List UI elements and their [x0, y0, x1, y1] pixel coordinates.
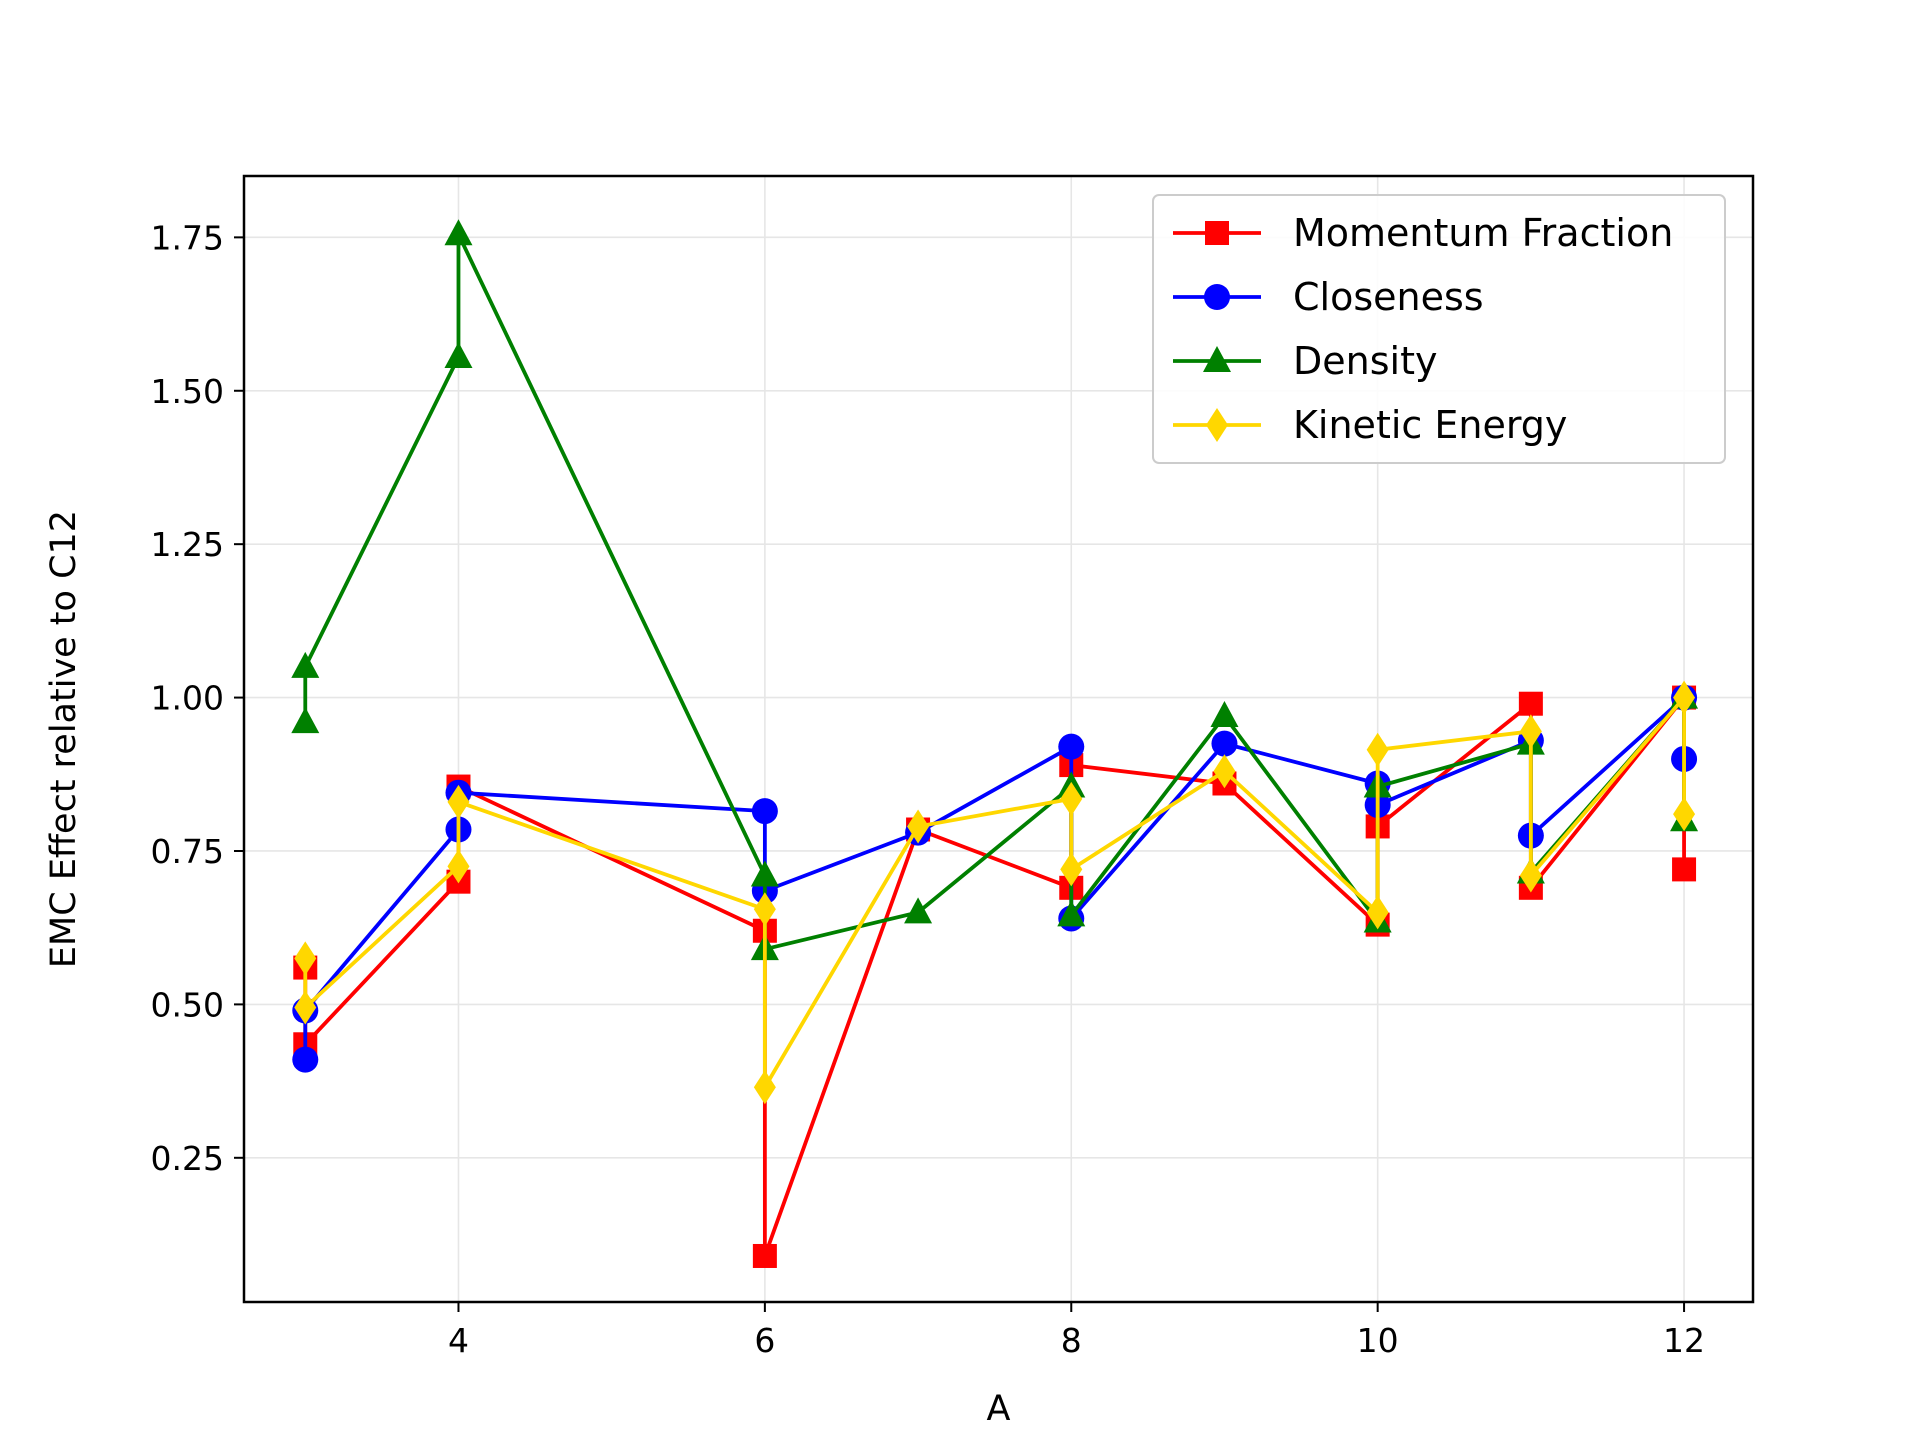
legend-item: Closeness: [1173, 275, 1484, 319]
closeness-point: [1058, 733, 1085, 760]
kinetic-energy-point: [294, 941, 317, 976]
legend-marker: [1206, 408, 1228, 442]
kinetic-energy-point: [447, 784, 470, 819]
x-tick-label: 10: [1357, 1321, 1399, 1360]
kinetic-energy-point: [1060, 781, 1083, 816]
density-point: [444, 219, 473, 246]
closeness-point: [1211, 730, 1238, 757]
series-momentum-fraction: [293, 685, 1697, 1268]
kinetic-energy-point: [447, 849, 470, 884]
kinetic-energy-point: [1673, 797, 1696, 832]
legend-item: Momentum Fraction: [1173, 211, 1673, 255]
momentum-fraction-point: [1518, 691, 1543, 716]
kinetic-energy-point: [1366, 732, 1389, 767]
density-point: [291, 707, 320, 734]
closeness-line: [303, 695, 1686, 1060]
x-tick-label: 6: [754, 1321, 775, 1360]
density-point: [1057, 900, 1086, 927]
density-point: [904, 897, 933, 924]
legend-marker: [1204, 284, 1230, 310]
y-tick-label: 0.75: [151, 832, 224, 871]
density-point: [1210, 700, 1239, 727]
density-point: [750, 860, 779, 887]
y-tick-label: 1.25: [151, 525, 224, 564]
x-tick-label: 8: [1061, 1321, 1082, 1360]
series-kinetic-energy: [294, 680, 1696, 1105]
y-axis-title: EMC Effect relative to C12: [44, 510, 84, 968]
legend-label: Density: [1293, 339, 1437, 383]
momentum-fraction-point: [752, 1243, 777, 1268]
legend-box: [1152, 194, 1726, 464]
legend-label: Momentum Fraction: [1293, 211, 1673, 255]
axis-ticks: 4 6 8 10 12 0.25 0.50 0.75 1.00 1.25 1.50 1.75: [151, 218, 1706, 1360]
y-tick-label: 1.75: [151, 218, 224, 257]
momentum-fraction-point: [1672, 857, 1697, 882]
legend-marker: [1203, 346, 1231, 372]
kinetic-energy-point: [753, 1070, 776, 1105]
density-point: [444, 342, 473, 369]
closeness-point: [292, 1046, 319, 1073]
legend: Momentum Fraction Closeness Density Kinetic…: [1152, 194, 1726, 464]
series-closeness: [292, 684, 1698, 1073]
x-tick-label: 4: [448, 1321, 469, 1360]
kinetic-energy-point: [907, 809, 930, 844]
y-tick-label: 0.25: [151, 1139, 224, 1178]
x-tick-label: 12: [1663, 1321, 1705, 1360]
momentum-fraction-line: [303, 695, 1686, 1258]
kinetic-energy-point: [1060, 852, 1083, 887]
kinetic-energy-point: [1519, 714, 1542, 749]
kinetic-energy-point: [753, 892, 776, 927]
density-point: [291, 651, 320, 678]
x-axis-title: A: [987, 1389, 1011, 1429]
plot-series: [291, 219, 1699, 1268]
kinetic-energy-line: [303, 695, 1686, 1090]
kinetic-energy-point: [1519, 858, 1542, 893]
plot-frame: [242, 174, 1755, 1304]
kinetic-energy-point: [294, 990, 317, 1025]
legend-marker: [1205, 221, 1229, 245]
closeness-point: [751, 798, 778, 825]
kinetic-energy-point: [1213, 754, 1236, 789]
legend-label: Closeness: [1293, 275, 1484, 319]
y-tick-label: 1.50: [151, 372, 224, 411]
y-tick-label: 0.50: [151, 985, 224, 1024]
y-tick-label: 1.00: [151, 679, 224, 718]
legend-item: Kinetic Energy: [1173, 403, 1567, 447]
kinetic-energy-point: [1673, 680, 1696, 715]
legend-item: Density: [1173, 339, 1437, 383]
kinetic-energy-point: [1366, 895, 1389, 930]
legend-label: Kinetic Energy: [1293, 403, 1567, 447]
